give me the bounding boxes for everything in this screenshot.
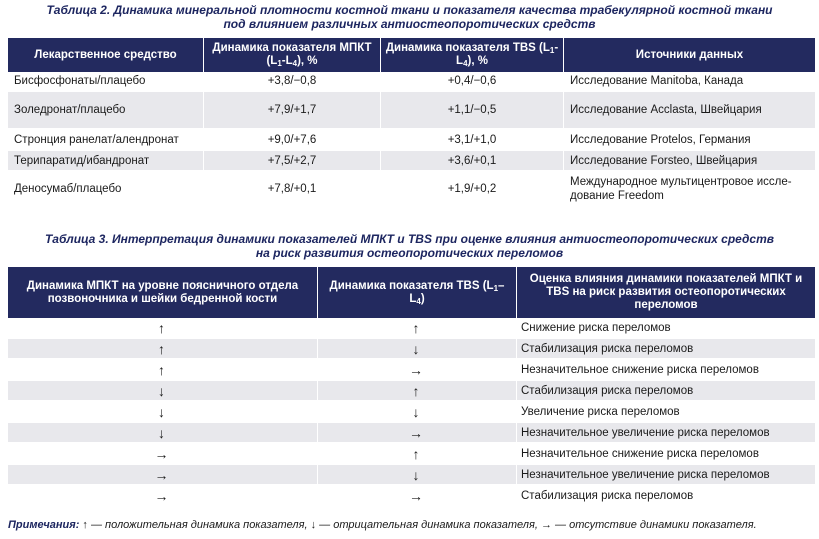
drug-cell: Стронция ранелат/алендронат <box>8 130 204 151</box>
tbs-arrow: ↓ <box>318 339 517 360</box>
tbs-arrow: ↓ <box>318 402 517 423</box>
source-cell: Международное мультицентровое иссле-дова… <box>564 172 815 208</box>
assessment-cell: Незначительное увеличение риска переломо… <box>517 423 815 444</box>
table-row: ↓ ↓ Увеличение риска переломов <box>8 402 815 423</box>
table-row: ↑ ↑ Снижение риска переломов <box>8 318 815 339</box>
table-row: Бисфосфонаты/плацебо +3,8/−0,8 +0,4/−0,6… <box>8 72 815 92</box>
source-cell: Исследование Acclasta, Швейцария <box>564 92 815 130</box>
table2-header-source: Источники данных <box>564 38 815 72</box>
table-row: → ↓ Незначительное увеличение риска пере… <box>8 465 815 486</box>
mpkt-arrow: ↓ <box>8 381 318 402</box>
mpkt-arrow: → <box>8 444 318 465</box>
table-row: Деносумаб/плацебо +7,8/+0,1 +1,9/+0,2 Ме… <box>8 172 815 208</box>
tbs-arrow: ↑ <box>318 444 517 465</box>
table-row: → ↑ Незначительное снижение риска перело… <box>8 444 815 465</box>
drug-cell: Золедронат/плацебо <box>8 92 204 130</box>
mpkt-cell: +3,8/−0,8 <box>204 72 381 92</box>
tbs-arrow: → <box>318 360 517 381</box>
table-row: ↓ → Незначительное увеличение риска пере… <box>8 423 815 444</box>
table2-header-tbs: Динамика показателя TBS (L1-L4), % <box>381 38 564 72</box>
table3: Динамика МПКТ на уровне поясничного отде… <box>8 267 815 507</box>
table2-caption: Таблица 2. Динамика минеральной плотност… <box>0 3 819 31</box>
table-row: Золедронат/плацебо +7,9/+1,7 +1,1/−0,5 И… <box>8 92 815 130</box>
tbs-arrow: → <box>318 486 517 507</box>
source-cell: Исследование Forsteo, Швейцария <box>564 151 815 172</box>
assessment-cell: Незначительное снижение риска переломов <box>517 444 815 465</box>
tbs-arrow: ↓ <box>318 465 517 486</box>
assessment-cell: Стабилизация риска переломов <box>517 339 815 360</box>
table2-header-mpkt: Динамика показателя МПКТ (L1-L4), % <box>204 38 381 72</box>
mpkt-cell: +7,5/+2,7 <box>204 151 381 172</box>
tbs-cell: +3,1/+1,0 <box>381 130 564 151</box>
tbs-cell: +1,1/−0,5 <box>381 92 564 130</box>
mpkt-arrow: ↓ <box>8 423 318 444</box>
tbs-cell: +0,4/−0,6 <box>381 72 564 92</box>
table-row: ↑ ↓ Стабилизация риска переломов <box>8 339 815 360</box>
mpkt-cell: +9,0/+7,6 <box>204 130 381 151</box>
table3-caption: Таблица 3. Интерпретация динамики показа… <box>0 232 819 260</box>
table-row: Стронция ранелат/алендронат +9,0/+7,6 +3… <box>8 130 815 151</box>
table-row: ↑ → Незначительное снижение риска перело… <box>8 360 815 381</box>
drug-cell: Деносумаб/плацебо <box>8 172 204 208</box>
tbs-cell: +1,9/+0,2 <box>381 172 564 208</box>
mpkt-arrow: → <box>8 465 318 486</box>
mpkt-arrow: ↑ <box>8 360 318 381</box>
tbs-arrow: ↑ <box>318 381 517 402</box>
mpkt-cell: +7,9/+1,7 <box>204 92 381 130</box>
tbs-arrow: ↑ <box>318 318 517 339</box>
table-row: → → Стабилизация риска переломов <box>8 486 815 507</box>
table3-header-assessment: Оценка влияния динамики показателей МПКТ… <box>517 267 815 318</box>
mpkt-arrow: → <box>8 486 318 507</box>
assessment-cell: Снижение риска переломов <box>517 318 815 339</box>
table-row: Терипаратид/ибандронат +7,5/+2,7 +3,6/+0… <box>8 151 815 172</box>
table3-caption-line1: Таблица 3. Интерпретация динамики показа… <box>44 232 775 246</box>
assessment-cell: Увеличение риска переломов <box>517 402 815 423</box>
footnote: Примечания: ↑ — положительная динамика п… <box>8 518 816 532</box>
table2-caption-line1: Таблица 2. Динамика минеральной плотност… <box>46 3 773 17</box>
assessment-cell: Стабилизация риска переломов <box>517 381 815 402</box>
drug-cell: Терипаратид/ибандронат <box>8 151 204 172</box>
table2-header-drug: Лекарственное средство <box>8 38 204 72</box>
table3-caption-line2: на риск развития остеопоротических перел… <box>255 246 564 260</box>
table-row: ↓ ↑ Стабилизация риска переломов <box>8 381 815 402</box>
mpkt-arrow: ↑ <box>8 339 318 360</box>
assessment-cell: Стабилизация риска переломов <box>517 486 815 507</box>
footnote-text: ↑ — положительная динамика показателя, ↓… <box>79 519 757 531</box>
table2-caption-line2: под влиянием различных антиостеопоротиче… <box>223 17 596 31</box>
footnote-label: Примечания: <box>8 519 80 531</box>
tbs-arrow: → <box>318 423 517 444</box>
source-cell: Исследование Protelos, Германия <box>564 130 815 151</box>
mpkt-cell: +7,8/+0,1 <box>204 172 381 208</box>
assessment-cell: Незначительное снижение риска переломов <box>517 360 815 381</box>
source-cell: Исследование Manitoba, Канада <box>564 72 815 92</box>
mpkt-arrow: ↑ <box>8 318 318 339</box>
drug-cell: Бисфосфонаты/плацебо <box>8 72 204 92</box>
tbs-cell: +3,6/+0,1 <box>381 151 564 172</box>
table3-header-tbs: Динамика показателя TBS (L1–L4) <box>318 267 517 318</box>
assessment-cell: Незначительное увеличение риска переломо… <box>517 465 815 486</box>
table2: Лекарственное средство Динамика показате… <box>8 38 815 208</box>
mpkt-arrow: ↓ <box>8 402 318 423</box>
table3-header-mpkt: Динамика МПКТ на уровне поясничного отде… <box>8 267 318 318</box>
